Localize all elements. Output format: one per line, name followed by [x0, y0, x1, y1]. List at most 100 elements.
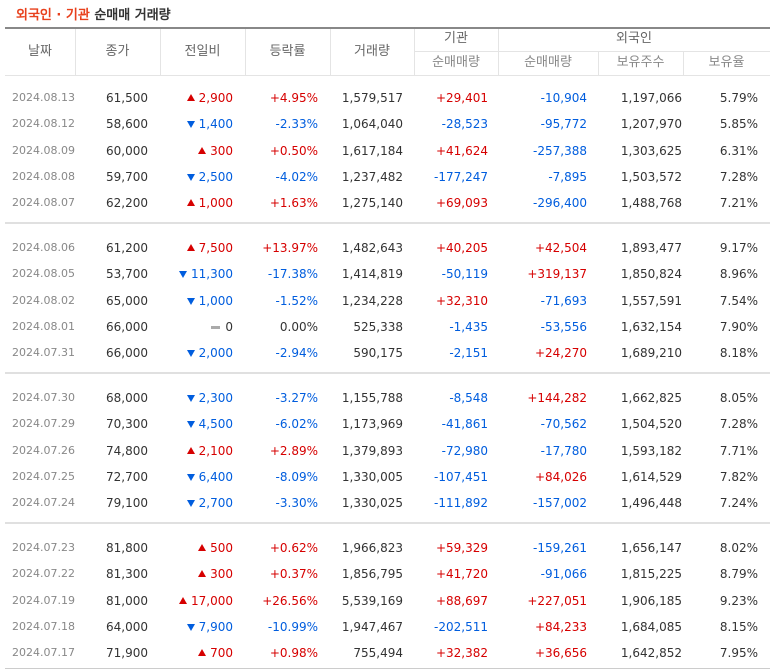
cell: 1,488,768 — [620, 196, 682, 210]
cell: +24,270 — [534, 346, 587, 360]
cell: +32,382 — [435, 646, 488, 660]
cell: -8,548 — [449, 391, 488, 405]
column-header: 거래량 — [354, 44, 390, 59]
cell: +36,656 — [534, 646, 587, 660]
header-mid — [414, 51, 770, 52]
cell: 1,617,184 — [341, 143, 403, 158]
cell: +84,026 — [534, 469, 587, 484]
cell: 81,000 — [106, 593, 148, 608]
cell: 0.00% — [279, 319, 318, 334]
cell: -177,247 — [434, 169, 488, 184]
date: 2024.08.12 — [12, 117, 75, 131]
column-header: 등락률 — [269, 44, 306, 59]
date: 2024.07.18 — [12, 619, 75, 633]
cell: 1,237,482 — [341, 169, 403, 184]
cell: 1,579,517 — [341, 91, 403, 105]
cell: 61,500 — [106, 91, 148, 105]
cell: +0.50% — [269, 143, 318, 158]
cell: -257,388 — [533, 143, 587, 158]
date: 2024.08.06 — [12, 241, 75, 254]
column-header: 전일비 — [184, 44, 221, 59]
cell: 1,689,210 — [620, 346, 682, 360]
cell: 1,207,970 — [620, 117, 682, 132]
cell: -1.52% — [275, 293, 318, 308]
cell: 1,504,520 — [620, 417, 682, 432]
cell: -41,861 — [441, 417, 488, 432]
cell: 525,338 — [353, 319, 403, 334]
date: 2024.08.07 — [12, 196, 75, 209]
cell: +42,504 — [534, 241, 587, 255]
cell: 5.79% — [719, 91, 758, 105]
cell: +40,205 — [435, 241, 488, 255]
cell: 1,482,643 — [341, 241, 403, 255]
group-header: 외국인 — [616, 31, 652, 46]
cell: 74,800 — [106, 443, 148, 458]
change: 2,900 — [198, 91, 233, 105]
change: 1,000 — [198, 293, 233, 308]
cell: -3.30% — [275, 496, 318, 510]
cell: -111,892 — [434, 496, 488, 510]
change: 1,400 — [198, 117, 233, 132]
cell: 1,155,788 — [341, 391, 403, 405]
cell: -159,261 — [533, 541, 587, 555]
change-icon — [179, 271, 187, 279]
cell: 68,000 — [106, 391, 148, 405]
cell: 7.90% — [719, 319, 758, 334]
cell: 79,100 — [106, 496, 148, 510]
date: 2024.07.23 — [12, 541, 75, 554]
cell: -107,451 — [434, 469, 488, 484]
change-icon — [186, 395, 195, 402]
change-icon — [186, 500, 195, 507]
date: 2024.07.25 — [12, 469, 75, 483]
date: 2024.07.19 — [12, 593, 75, 607]
change-icon — [186, 446, 195, 454]
cell: 81,800 — [106, 541, 148, 555]
change: 11,300 — [191, 267, 233, 282]
subcolumn-header: 보유율 — [708, 55, 745, 70]
cell: 64,000 — [106, 619, 148, 634]
cell: +0.62% — [269, 541, 318, 555]
date: 2024.08.02 — [12, 293, 75, 307]
cell: -4.02% — [275, 169, 318, 184]
change-icon — [198, 649, 207, 656]
cell: 1,614,529 — [620, 469, 682, 484]
subcolumn-header: 순매매량 — [432, 55, 480, 70]
date: 2024.07.17 — [12, 646, 75, 659]
cell: 58,600 — [106, 117, 148, 132]
change-icon — [186, 473, 195, 481]
change: 0 — [225, 319, 233, 334]
cell: 1,850,824 — [620, 267, 682, 282]
date: 2024.08.08 — [12, 169, 75, 183]
header-divider — [598, 51, 599, 75]
change: 7,500 — [198, 241, 233, 255]
cell: -2.33% — [275, 117, 318, 132]
cell: +84,233 — [534, 619, 587, 634]
cell: -10.99% — [267, 619, 318, 634]
cell: -2.94% — [275, 346, 318, 360]
cell: -53,556 — [540, 319, 587, 334]
table-bottom — [5, 668, 770, 669]
header-bottom — [5, 75, 770, 76]
date: 2024.07.24 — [12, 496, 75, 509]
date: 2024.07.22 — [12, 567, 75, 581]
cell: 7.82% — [719, 469, 758, 484]
cell: +0.98% — [269, 646, 318, 660]
cell: -72,980 — [441, 443, 488, 458]
header-divider — [330, 29, 331, 75]
cell: 8.79% — [719, 567, 758, 582]
cell: -17.38% — [267, 267, 318, 282]
cell: +32,310 — [435, 293, 488, 308]
header-divider — [498, 29, 499, 75]
cell: -50,119 — [441, 267, 488, 282]
date: 2024.08.09 — [12, 143, 75, 157]
header-divider — [414, 29, 415, 75]
change: 2,000 — [198, 346, 233, 360]
cell: -3.27% — [275, 391, 318, 405]
cell: 7.24% — [719, 496, 758, 510]
cell: 1,662,825 — [620, 391, 682, 405]
change-icon — [186, 244, 195, 251]
cell: -91,066 — [540, 567, 587, 582]
cell: +88,697 — [435, 593, 488, 608]
cell: 1,414,819 — [341, 267, 403, 282]
group-separator — [5, 372, 770, 374]
